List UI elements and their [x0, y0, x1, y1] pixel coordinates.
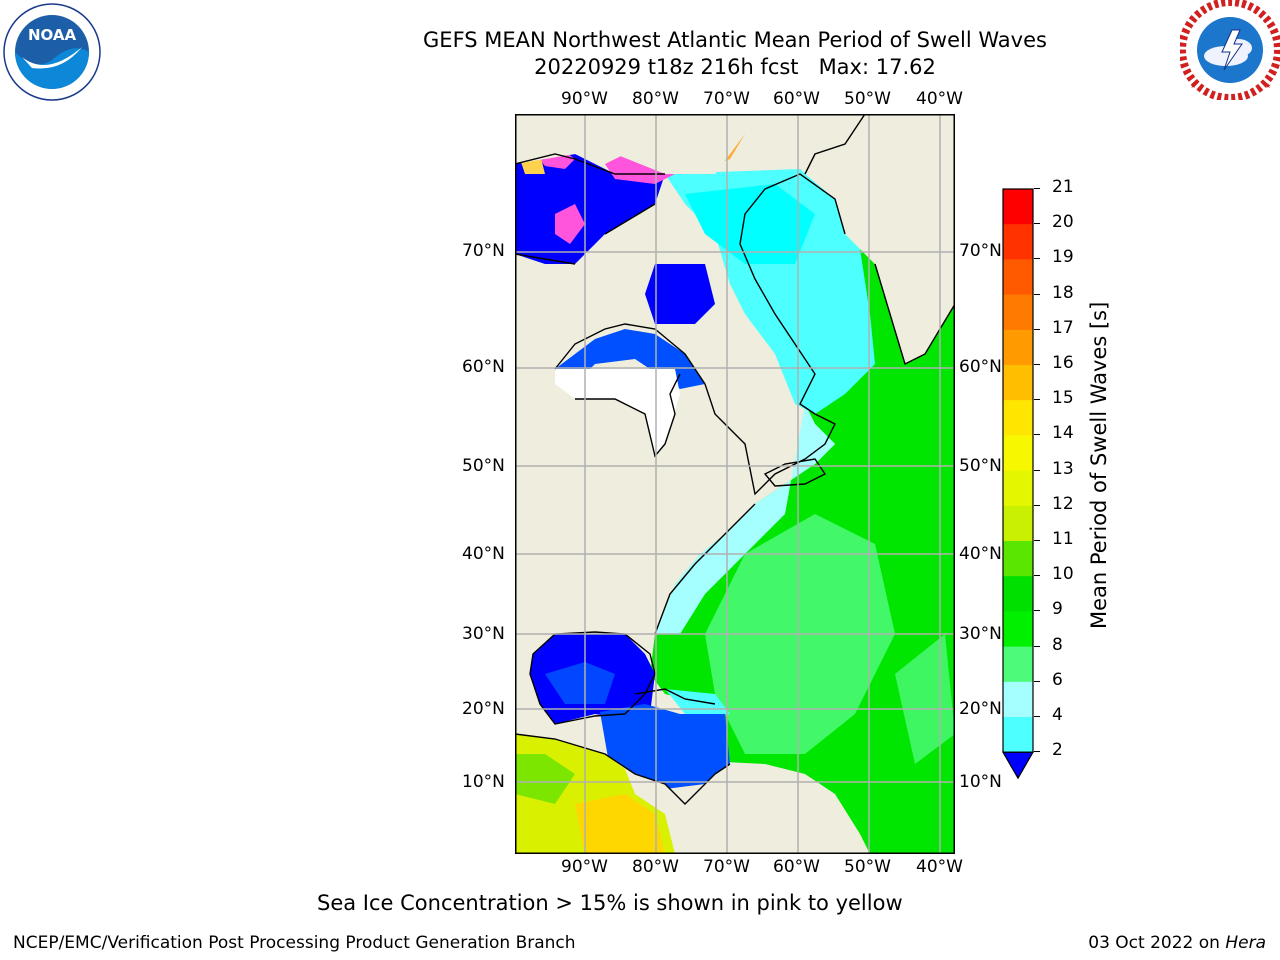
lon-label-bottom: 90°W [561, 857, 608, 877]
colorbar-label: Mean Period of Swell Waves [s] [1087, 301, 1111, 629]
colorbar-band [1003, 294, 1033, 331]
colorbar-tick-label: 13 [1052, 458, 1074, 479]
graticule [515, 114, 955, 854]
colorbar-tick-mark [1034, 223, 1040, 225]
colorbar-band [1003, 470, 1033, 507]
svg-text:★: ★ [1265, 82, 1271, 90]
colorbar-band [1003, 400, 1033, 436]
colorbar-band [1003, 259, 1033, 296]
colorbar-band [1003, 329, 1033, 366]
colorbar-band [1003, 505, 1033, 542]
lat-label-right: 10°N [959, 772, 1002, 792]
colorbar-tick-mark [1034, 751, 1040, 753]
colorbar-tick-label: 18 [1052, 282, 1074, 303]
coastlines [514, 113, 956, 805]
colorbar-tick-label: 21 [1052, 177, 1074, 197]
sea-ice-note: Sea Ice Concentration > 15% is shown in … [317, 891, 903, 915]
colorbar-band [1003, 224, 1033, 260]
colorbar-band [1003, 611, 1033, 648]
colorbar [1001, 188, 1035, 784]
colorbar-tick-label: 20 [1052, 212, 1074, 233]
lat-label-left: 40°N [462, 544, 505, 564]
lat-label-right: 70°N [959, 241, 1002, 261]
lat-label-right: 20°N [959, 699, 1002, 719]
colorbar-band [1003, 541, 1033, 577]
colorbar-frame [1002, 188, 1034, 753]
colorbar-tick-label: 9 [1052, 599, 1063, 620]
lon-label-top: 70°W [703, 89, 750, 109]
colorbar-tick-label: 15 [1052, 388, 1074, 409]
noaa-logo: NOAA [2, 2, 102, 102]
colorbar-tick-mark [1034, 504, 1040, 506]
colorbar-band [1003, 365, 1033, 401]
colorbar-ticks: 21 20 19 18 17 16 15 14 13 12 11 10 9 8 6 4 2 [1034, 0, 1096, 960]
colorbar-tick-mark [1034, 680, 1040, 682]
colorbar-tick-mark [1034, 258, 1040, 260]
colorbar-tick-mark [1034, 293, 1040, 295]
lon-label-top: 40°W [916, 89, 963, 109]
colorbar-tick-label: 12 [1052, 493, 1074, 514]
colorbar-tick-mark [1034, 469, 1040, 471]
colorbar-tick-label: 19 [1052, 247, 1074, 268]
colorbar-band [1003, 681, 1033, 718]
lon-label-bottom: 70°W [703, 857, 750, 877]
map-subtitle: 20220929 t18z 216h fcst Max: 17.62 [534, 55, 936, 79]
colorbar-tick-label: 16 [1052, 353, 1074, 373]
colorbar-tick-mark [1034, 610, 1040, 612]
colorbar-tick-label: 10 [1052, 564, 1074, 585]
footer-date: 03 Oct 2022 on Hera [1088, 933, 1266, 953]
colorbar-tick-label: 17 [1052, 317, 1074, 338]
colorbar-tick-label: 4 [1052, 705, 1063, 725]
lon-label-bottom: 50°W [844, 857, 891, 877]
colorbar-tick-label: 11 [1052, 529, 1074, 549]
lon-label-top: 50°W [844, 89, 891, 109]
map-frame [515, 114, 955, 854]
colorbar-tick-mark [1034, 575, 1040, 577]
colorbar-tick-mark [1034, 188, 1040, 189]
lat-label-right: 50°N [959, 456, 1002, 476]
colorbar-tick-mark [1034, 364, 1040, 365]
lon-label-bottom: 80°W [632, 857, 679, 877]
lat-label-left: 60°N [462, 357, 505, 377]
lat-label-left: 30°N [462, 624, 505, 644]
lat-label-right: 30°N [959, 624, 1002, 644]
svg-text:★: ★ [1190, 82, 1196, 90]
map-title: GEFS MEAN Northwest Atlantic Mean Period… [423, 28, 1047, 52]
nws-logo: ★ ★ [1178, 0, 1280, 102]
colorbar-tick-mark [1034, 399, 1040, 401]
colorbar-band [1003, 189, 1033, 225]
footer-host: Hera [1225, 933, 1266, 953]
colorbar-band [1003, 435, 1033, 472]
swell-period-map [514, 113, 956, 854]
lon-label-top: 60°W [773, 89, 820, 109]
lat-label-left: 50°N [462, 456, 505, 476]
colorbar-tick-mark [1034, 540, 1040, 541]
colorbar-tick-label: 8 [1052, 634, 1063, 655]
lat-label-right: 60°N [959, 357, 1002, 377]
noaa-logo-text: NOAA [28, 26, 77, 44]
colorbar-band [1003, 576, 1033, 612]
colorbar-tick-mark [1034, 328, 1040, 330]
lat-label-left: 20°N [462, 699, 505, 719]
colorbar-tick-label: 6 [1052, 669, 1063, 690]
colorbar-tick-mark [1034, 434, 1040, 436]
lat-label-left: 10°N [462, 772, 505, 792]
lon-label-top: 90°W [561, 89, 608, 109]
lat-label-right: 40°N [959, 544, 1002, 564]
colorbar-tick-mark [1034, 645, 1040, 647]
lon-label-top: 80°W [632, 89, 679, 109]
lat-label-left: 70°N [462, 241, 505, 261]
lon-label-bottom: 40°W [916, 857, 963, 877]
colorbar-tick-label: 2 [1052, 740, 1063, 761]
footer-date-text: 03 Oct 2022 on [1088, 933, 1226, 953]
colorbar-band [1003, 717, 1033, 753]
colorbar-band [1003, 646, 1033, 683]
colorbar-tick-mark [1034, 716, 1040, 717]
footer-credit: NCEP/EMC/Verification Post Processing Pr… [13, 933, 576, 953]
colorbar-tick-label: 14 [1052, 423, 1074, 444]
lon-label-bottom: 60°W [773, 857, 820, 877]
colorbar-extend-arrow [1001, 751, 1035, 780]
